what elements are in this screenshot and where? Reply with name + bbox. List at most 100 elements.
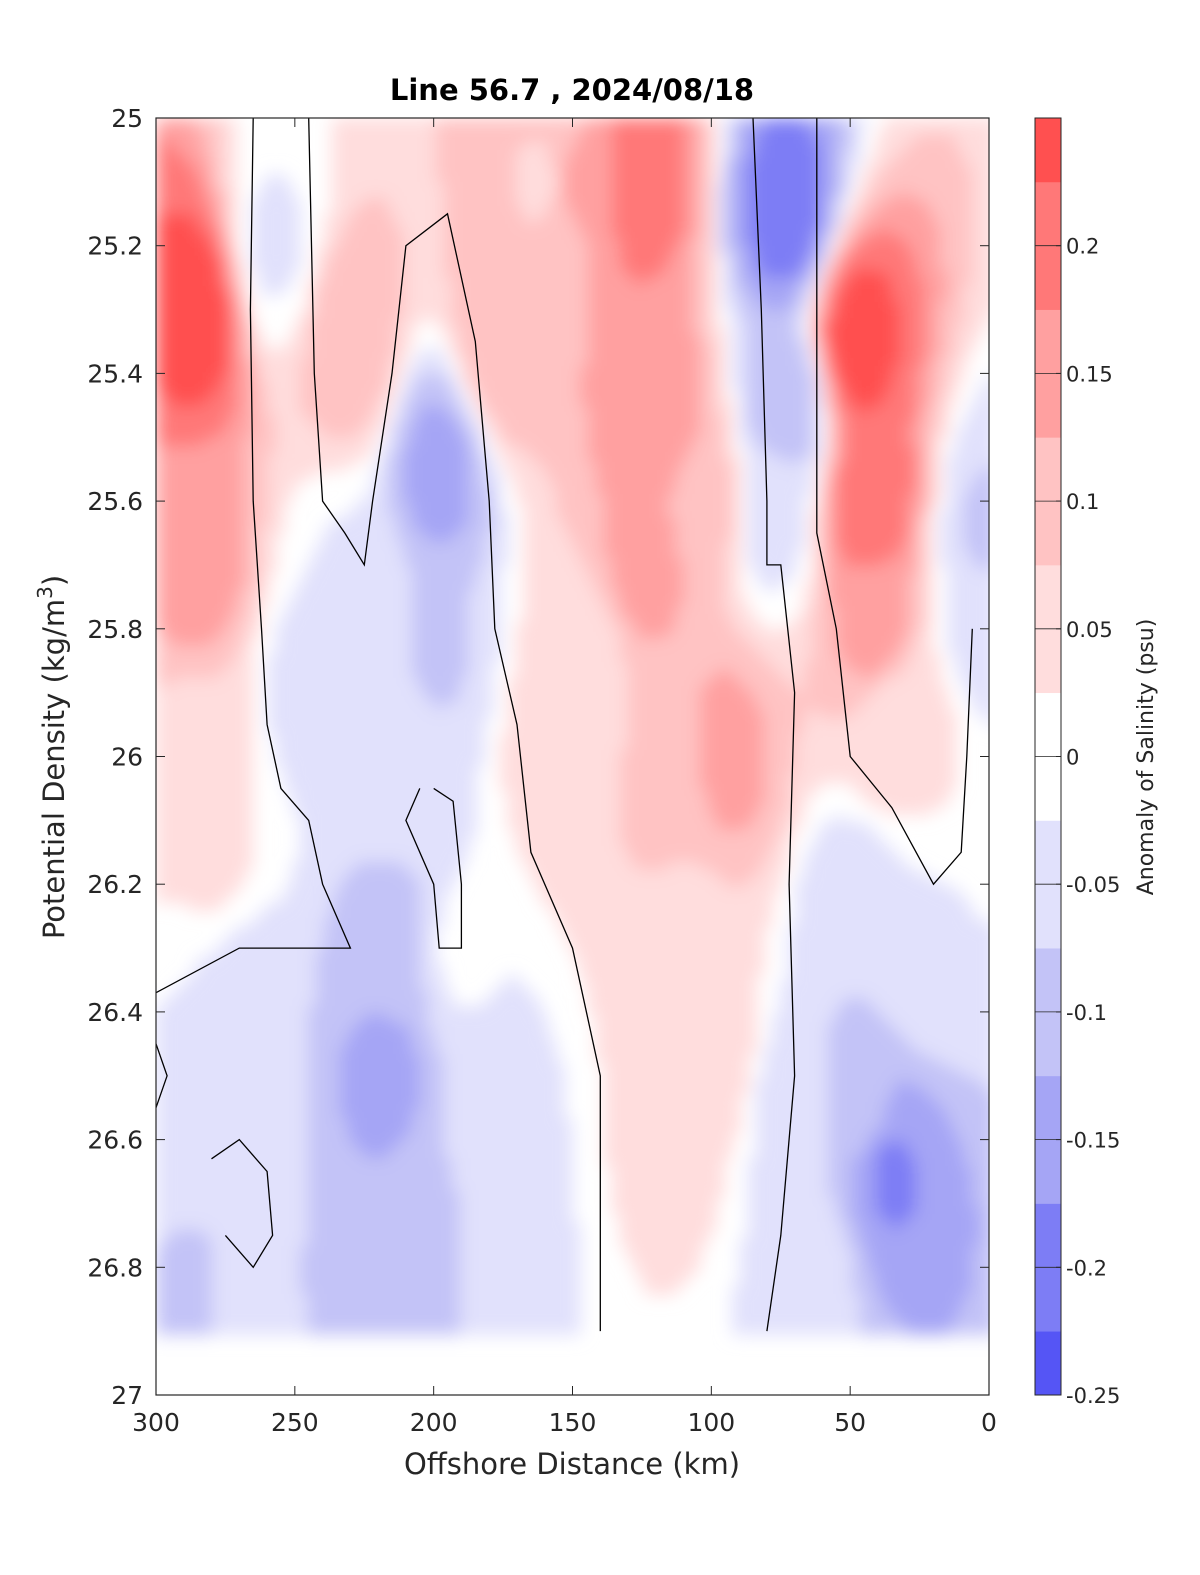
field-cell (820, 214, 829, 223)
field-cell (924, 286, 933, 295)
field-cell (308, 374, 317, 383)
field-cell (364, 390, 373, 399)
field-cell (852, 462, 861, 471)
field-cell (884, 126, 893, 135)
field-cell (980, 438, 989, 447)
field-cell (604, 318, 613, 327)
field-cell (700, 262, 709, 271)
field-cell (532, 214, 541, 223)
field-cell (908, 494, 917, 503)
field-cell (340, 534, 349, 543)
field-cell (508, 270, 517, 279)
field-cell (420, 310, 429, 319)
field-cell (252, 502, 261, 511)
field-cell (428, 510, 437, 519)
field-cell (820, 254, 829, 263)
field-cell (396, 150, 405, 159)
field-cell (260, 286, 269, 295)
field-cell (860, 326, 869, 335)
field-cell (756, 494, 765, 503)
field-cell (532, 414, 541, 423)
field-cell (188, 150, 197, 159)
field-cell (764, 358, 773, 367)
field-cell (476, 142, 485, 151)
field-cell (380, 262, 389, 271)
field-cell (548, 334, 557, 343)
field-cell (188, 486, 197, 495)
field-cell (612, 414, 621, 423)
field-cell (372, 190, 381, 199)
field-cell (620, 366, 629, 375)
field-cell (604, 438, 613, 447)
field-cell (612, 374, 621, 383)
field-cell (732, 326, 741, 335)
field-cell (228, 158, 237, 167)
field-cell (612, 302, 621, 311)
field-cell (756, 454, 765, 463)
field-cell (564, 510, 573, 519)
field-cell (916, 166, 925, 175)
field-cell (876, 198, 885, 207)
field-cell (492, 518, 501, 527)
field-cell (764, 414, 773, 423)
field-cell (348, 286, 357, 295)
field-cell (836, 478, 845, 487)
field-cell (436, 414, 445, 423)
field-cell (388, 438, 397, 447)
field-cell (916, 278, 925, 287)
field-cell (684, 326, 693, 335)
field-cell (924, 118, 933, 127)
field-cell (500, 150, 509, 159)
field-cell (292, 198, 301, 207)
field-cell (460, 334, 469, 343)
field-cell (220, 382, 229, 391)
field-cell (804, 174, 813, 183)
field-cell (612, 342, 621, 351)
field-cell (452, 350, 461, 359)
field-cell (620, 494, 629, 503)
field-cell (652, 190, 661, 199)
field-cell (172, 246, 181, 255)
field-cell (612, 510, 621, 519)
field-cell (220, 422, 229, 431)
field-cell (332, 182, 341, 191)
field-cell (492, 174, 501, 183)
field-cell (628, 374, 637, 383)
field-cell (500, 174, 509, 183)
field-cell (596, 342, 605, 351)
field-cell (788, 182, 797, 191)
field-cell (956, 206, 965, 215)
field-cell (516, 478, 525, 487)
field-cell (924, 222, 933, 231)
field-cell (772, 158, 781, 167)
field-cell (364, 414, 373, 423)
field-cell (844, 142, 853, 151)
field-cell (372, 502, 381, 511)
field-cell (740, 294, 749, 303)
field-cell (628, 222, 637, 231)
field-cell (172, 478, 181, 487)
field-cell (676, 190, 685, 199)
field-cell (516, 134, 525, 143)
field-cell (404, 206, 413, 215)
field-cell (780, 166, 789, 175)
field-cell (636, 118, 645, 127)
field-cell (212, 350, 221, 359)
field-cell (772, 430, 781, 439)
field-cell (884, 454, 893, 463)
field-cell (676, 222, 685, 231)
field-cell (276, 414, 285, 423)
field-cell (556, 222, 565, 231)
field-cell (468, 438, 477, 447)
field-cell (388, 190, 397, 199)
field-cell (380, 470, 389, 479)
field-cell (276, 374, 285, 383)
field-cell (668, 150, 677, 159)
field-cell (764, 342, 773, 351)
field-cell (932, 414, 941, 423)
field-cell (356, 342, 365, 351)
field-cell (884, 270, 893, 279)
field-cell (860, 422, 869, 431)
field-cell (796, 470, 805, 479)
field-cell (788, 126, 797, 135)
